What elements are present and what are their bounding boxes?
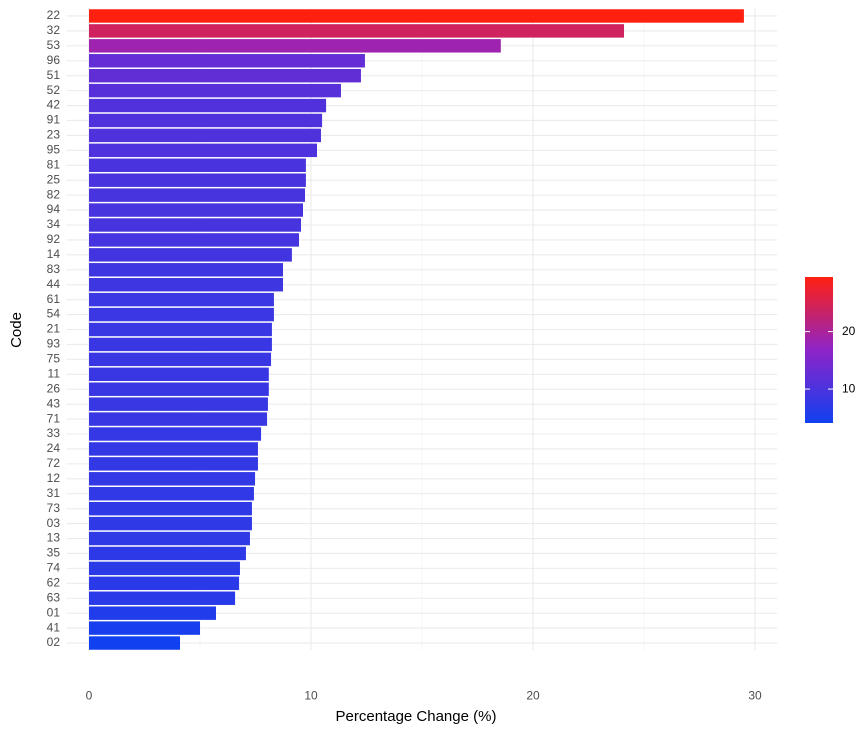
x-tick-label: 0 [86,689,93,703]
bar [89,143,317,158]
y-tick-label: 94 [47,202,61,216]
bar [89,472,256,486]
bar [89,98,327,113]
y-tick-label: 21 [47,322,61,336]
bar [89,39,501,53]
y-tick-label: 11 [48,366,61,380]
bar [89,248,292,262]
y-tick-label: 24 [47,441,61,455]
y-tick-label: 23 [47,128,61,142]
y-tick-label: 62 [47,575,61,589]
y-tick-label: 43 [47,396,61,410]
y-tick-label: 32 [47,23,61,37]
y-tick-label: 63 [47,590,61,604]
bar [89,382,269,396]
x-axis-title: Percentage Change (%) [336,708,497,725]
y-tick-label: 61 [47,292,61,306]
x-tick-label: 20 [526,689,540,703]
y-tick-label: 53 [47,38,61,52]
bar [89,158,306,172]
y-tick-label: 81 [47,157,61,171]
bar [89,442,258,456]
y-tick-label: 02 [47,635,61,649]
y-tick-label: 42 [47,98,61,112]
x-tick-label: 30 [748,689,762,703]
y-tick-label: 96 [47,53,61,67]
y-tick-label: 93 [47,337,61,351]
bar [89,337,272,352]
y-tick-label: 91 [47,113,61,127]
y-tick-label: 72 [47,456,61,470]
bar [89,591,236,605]
bar [89,397,268,411]
bar [89,322,272,337]
y-tick-label: 34 [47,217,61,231]
bar [89,621,200,635]
bar [89,516,252,531]
bar [89,606,216,620]
y-tick-label: 41 [47,620,61,634]
x-tick-label: 10 [304,689,318,703]
y-tick-label: 12 [47,471,61,485]
y-tick-label: 83 [47,262,61,276]
bar [89,9,744,23]
y-tick-label: 71 [47,411,61,425]
bar [89,188,306,202]
y-tick-label: 01 [47,605,61,619]
bar [89,546,246,561]
y-tick-label: 22 [47,8,61,22]
bar [89,487,254,501]
colorbar-label: 10 [842,381,856,395]
y-tick-label: 33 [47,426,61,440]
y-tick-label: 03 [47,516,61,530]
bar [89,427,262,441]
bar [89,531,250,546]
bar [89,173,306,187]
y-tick-label: 35 [47,546,61,560]
y-tick-label: 75 [47,352,61,366]
bar [89,113,323,128]
bar [89,263,284,277]
y-tick-label: 13 [47,531,61,545]
bar [89,277,284,292]
bar [89,636,181,650]
y-tick-label: 14 [47,247,61,261]
bar [89,68,361,83]
bar [89,24,625,38]
bar [89,576,240,591]
bar [89,501,252,516]
bar [89,54,365,68]
y-tick-label: 82 [47,187,61,201]
colorbar-label: 20 [842,324,856,338]
y-tick-label: 92 [47,232,61,246]
bar [89,561,240,576]
bar [89,128,321,143]
y-tick-label: 95 [47,143,61,157]
bar [89,218,302,232]
y-tick-label: 51 [47,68,61,82]
bar [89,292,274,307]
y-tick-label: 74 [47,561,61,575]
y-tick-label: 26 [47,381,61,395]
bar [89,412,268,426]
bar [89,233,300,247]
bar [89,307,274,322]
y-tick-label: 44 [47,277,61,291]
y-tick-label: 31 [47,486,61,500]
y-tick-label: 73 [47,501,61,515]
colorbar [805,277,833,423]
y-tick-label: 52 [47,83,61,97]
bar [89,83,341,98]
y-axis-title: Code [8,312,25,348]
bar [89,352,272,367]
bar [89,367,269,382]
bar [89,457,258,471]
y-tick-label: 25 [47,172,61,186]
y-tick-label: 54 [47,307,61,321]
bar [89,203,304,217]
